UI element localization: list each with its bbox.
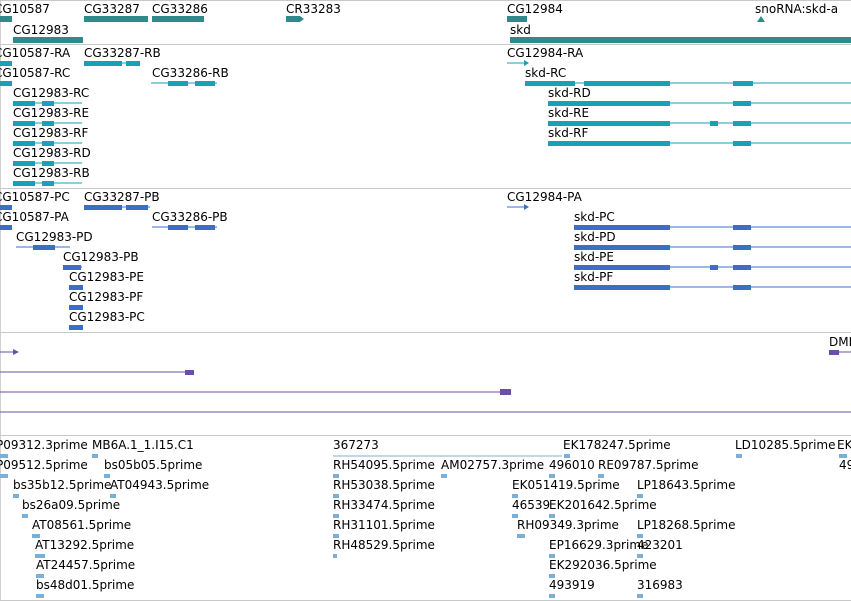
feature-label[interactable]: CG12983-PE (69, 270, 144, 284)
feature-label[interactable]: EK201642.5prime (549, 498, 657, 512)
feature-label[interactable]: RH54095.5prime (333, 458, 435, 472)
feature-label[interactable]: CG12984-RA (507, 46, 584, 60)
feature-label[interactable]: CG12984 (507, 2, 563, 16)
feature-label[interactable]: skd (510, 23, 531, 37)
feature-label[interactable]: skd-RF (548, 126, 589, 140)
feature-label[interactable]: CG33287-PB (84, 190, 160, 204)
feature-label[interactable]: AT04943.5prime (110, 478, 210, 492)
feature-label[interactable]: P09512.5prime (0, 458, 88, 472)
feature-label[interactable]: CG10587-RA (0, 46, 71, 60)
feature-label[interactable]: AM02757.3prime (441, 458, 545, 472)
feature-label[interactable]: snoRNA:skd-a (755, 2, 839, 16)
feature-label[interactable]: CG33286-RB (152, 66, 229, 80)
feature-label[interactable]: CG12983-PD (16, 230, 93, 244)
feature-label[interactable]: CG12983-RB (13, 166, 90, 180)
feature-label[interactable]: bs48d01.5prime (36, 578, 135, 592)
feature-label[interactable]: skd-RD (548, 86, 591, 100)
feature-label[interactable]: EK051419.5prime (512, 478, 620, 492)
track-separator (0, 188, 851, 189)
feature-label[interactable]: CG33286-PB (152, 210, 228, 224)
feature-label[interactable]: skd-RE (548, 106, 590, 120)
feature-label[interactable]: 493919 (549, 578, 595, 592)
feature-label[interactable]: RH33474.5prime (333, 498, 435, 512)
feature-label[interactable]: RH48529.5prime (333, 538, 435, 552)
feature-label[interactable]: EK292036.5prime (549, 558, 657, 572)
feature-label[interactable]: skd-RC (525, 66, 567, 80)
feature-label[interactable]: CG12984-PA (507, 190, 582, 204)
feature-label[interactable]: RH53038.5prime (333, 478, 435, 492)
feature-label[interactable]: EP16629.3prime (549, 538, 649, 552)
feature-label[interactable]: AT13292.5prime (35, 538, 135, 552)
feature-label[interactable]: bs35b12.5prime (13, 478, 112, 492)
feature-label[interactable]: CG33287 (84, 2, 140, 16)
feature-label[interactable]: bs05b05.5prime (104, 458, 203, 472)
feature-label[interactable]: CG12983-RC (13, 86, 90, 100)
feature-label[interactable]: 423201 (637, 538, 683, 552)
feature-label[interactable]: CG12983 (13, 23, 69, 37)
feature-label[interactable]: CR33283 (286, 2, 341, 16)
feature-label[interactable]: EK178247.5prime (563, 438, 671, 452)
feature-label[interactable]: CG10587 (0, 2, 50, 16)
feature-label[interactable]: DME (829, 335, 851, 349)
track-separator (0, 435, 851, 436)
feature-label[interactable]: 367273 (333, 438, 379, 452)
feature-label[interactable]: 316983 (637, 578, 683, 592)
feature-label[interactable]: CG10587-RC (0, 66, 71, 80)
feature-label[interactable]: skd-PF (574, 270, 614, 284)
feature-label[interactable]: RH31101.5prime (333, 518, 435, 532)
feature-label[interactable]: CG12983-RD (13, 146, 91, 160)
feature-label[interactable]: CG10587-PA (0, 210, 69, 224)
feature-label[interactable]: LP18643.5prime (637, 478, 736, 492)
feature-label[interactable]: CG10587-PC (0, 190, 70, 204)
feature-label[interactable]: skd-PD (574, 230, 616, 244)
feature-label[interactable]: CG12983-PB (63, 250, 139, 264)
feature-label[interactable]: 496010 (549, 458, 595, 472)
feature-label[interactable]: bs26a09.5prime (22, 498, 121, 512)
feature-label[interactable]: AT08561.5prime (32, 518, 132, 532)
feature-label[interactable]: P09312.3prime (0, 438, 88, 452)
feature-label[interactable]: RE09787.5prime (598, 458, 699, 472)
feature-label[interactable]: MB6A.1_1.I15.C1 (92, 438, 194, 452)
feature-label[interactable]: 46539 (512, 498, 551, 512)
track-separator (0, 332, 851, 333)
feature-label[interactable]: LD10285.5prime (735, 438, 836, 452)
feature-label[interactable]: LP18268.5prime (637, 518, 736, 532)
feature-label[interactable]: EK (837, 438, 851, 452)
feature-label[interactable]: CG12983-RF (13, 126, 89, 140)
feature-label[interactable]: CG12983-RE (13, 106, 90, 120)
feature-label[interactable]: CG33286 (152, 2, 208, 16)
feature-label[interactable]: CG12983-PF (69, 290, 144, 304)
feature-label[interactable]: AT24457.5prime (36, 558, 136, 572)
feature-label[interactable]: CG12983-PC (69, 310, 145, 324)
left-edge (0, 0, 1, 601)
feature-label[interactable]: CG33287-RB (84, 46, 161, 60)
track-separator (0, 44, 851, 45)
feature-label[interactable]: 49 (839, 458, 851, 472)
track-separator (0, 0, 851, 1)
feature-label[interactable]: skd-PE (574, 250, 614, 264)
feature-label[interactable]: RH09349.3prime (517, 518, 619, 532)
feature-label[interactable]: skd-PC (574, 210, 615, 224)
